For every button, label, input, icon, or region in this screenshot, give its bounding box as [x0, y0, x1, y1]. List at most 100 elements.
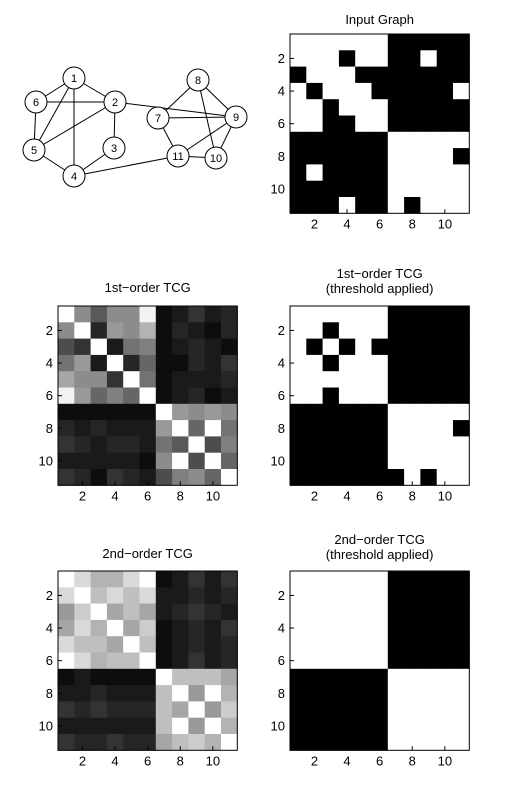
heatmap-cell: [355, 197, 372, 214]
heatmap-cell: [155, 668, 173, 686]
heatmap-cell: [155, 387, 173, 405]
heatmap-cell: [322, 619, 340, 637]
heatmap-cell: [420, 734, 438, 751]
heatmap-cell: [306, 148, 323, 165]
heatmap-cell: [290, 371, 307, 388]
heatmap-cell: [453, 403, 470, 421]
heatmap-cell: [204, 354, 222, 372]
heatmap-cell: [188, 403, 206, 421]
heatmap-cell: [338, 99, 356, 116]
heatmap-cell: [355, 420, 372, 437]
heatmap-cell: [338, 322, 356, 339]
heatmap-cell: [221, 387, 238, 405]
heatmap-cell: [371, 197, 389, 214]
heatmap-cell: [355, 436, 372, 454]
heatmap-cell: [74, 354, 91, 372]
heatmap-title: 1st−order TCG: [337, 266, 423, 281]
heatmap-cell: [123, 469, 140, 486]
heatmap-cell: [58, 571, 75, 588]
heatmap-cell: [155, 603, 173, 621]
heatmap-cell: [453, 420, 470, 437]
heatmap-cell: [221, 652, 238, 670]
heatmap-cell: [188, 636, 206, 653]
heatmap-cell: [106, 571, 124, 588]
heatmap-cell: [404, 322, 421, 339]
heatmap-cell: [371, 338, 389, 356]
heatmap-cell: [420, 338, 438, 356]
heatmap-cell: [355, 636, 372, 653]
heatmap-cell: [453, 99, 470, 116]
heatmap-cell: [58, 354, 75, 372]
heatmap-cell: [74, 668, 91, 686]
heatmap-cell: [404, 734, 421, 751]
y-tick-label: 10: [39, 453, 53, 468]
heatmap-cell: [155, 420, 173, 437]
heatmap-cell: [322, 50, 340, 67]
heatmap-cell: [172, 338, 189, 356]
heatmap-cell: [290, 403, 307, 421]
heatmap-cell: [436, 571, 454, 588]
heatmap-cell: [387, 452, 405, 470]
heatmap-cell: [387, 306, 405, 323]
heatmap-cell: [322, 354, 340, 372]
graph-edge: [114, 101, 237, 118]
heatmap-cell: [338, 587, 356, 604]
heatmap-cell: [338, 420, 356, 437]
heatmap-cell: [355, 34, 372, 51]
heatmap-cell: [404, 420, 421, 437]
heatmap-cell: [290, 197, 307, 214]
heatmap-cell: [123, 420, 140, 437]
heatmap-cell: [139, 371, 157, 388]
heatmap-cell: [453, 322, 470, 339]
heatmap-cell: [106, 668, 124, 686]
heatmap-cell: [371, 82, 389, 100]
heatmap-cell: [355, 685, 372, 702]
heatmap-cell: [322, 436, 340, 454]
heatmap-cell: [106, 387, 124, 405]
heatmap-cell: [355, 180, 372, 198]
heatmap-cell: [371, 652, 389, 670]
y-tick-label: 4: [278, 621, 285, 636]
heatmap-cell: [404, 701, 421, 719]
heatmap-cell: [306, 452, 323, 470]
heatmap-cell: [306, 322, 323, 339]
heatmap-cell: [221, 701, 238, 719]
heatmap-cell: [74, 306, 91, 323]
heatmap-cell: [306, 701, 323, 719]
heatmap-cell: [90, 306, 108, 323]
heatmap-cell: [90, 452, 108, 470]
heatmap-cell: [453, 180, 470, 198]
heatmap-cell: [139, 619, 157, 637]
heatmap-cell: [453, 148, 470, 165]
heatmap-cell: [355, 619, 372, 637]
heatmap-cell: [338, 685, 356, 702]
heatmap-cell: [139, 668, 157, 686]
heatmap-cell: [322, 452, 340, 470]
heatmap-cell: [322, 371, 340, 388]
heatmap-cell: [387, 668, 405, 686]
heatmap-cell: [355, 115, 372, 133]
heatmap-cell: [420, 387, 438, 405]
heatmap-cell: [306, 197, 323, 214]
heatmap-cell: [404, 66, 421, 84]
heatmap-cell: [306, 99, 323, 116]
heatmap-cell: [106, 685, 124, 702]
heatmap-cell: [420, 50, 438, 67]
heatmap-cell: [204, 452, 222, 470]
heatmap-cell: [355, 164, 372, 182]
heatmap-cell: [338, 734, 356, 751]
heatmap-cell: [371, 701, 389, 719]
heatmap-cell: [188, 685, 206, 702]
heatmap-cell: [58, 685, 75, 702]
y-tick-label: 8: [278, 149, 285, 164]
heatmap-cells: [58, 571, 238, 751]
heatmap-cell: [306, 652, 323, 670]
heatmap-cell: [123, 571, 140, 588]
graph-node-label: 10: [210, 153, 222, 165]
heatmap-cell: [58, 603, 75, 621]
x-tick-label: 10: [438, 753, 452, 768]
heatmap-cell: [404, 82, 421, 100]
heatmap-cell: [436, 50, 454, 67]
heatmap-cell: [221, 619, 238, 637]
heatmap-cell: [387, 34, 405, 51]
